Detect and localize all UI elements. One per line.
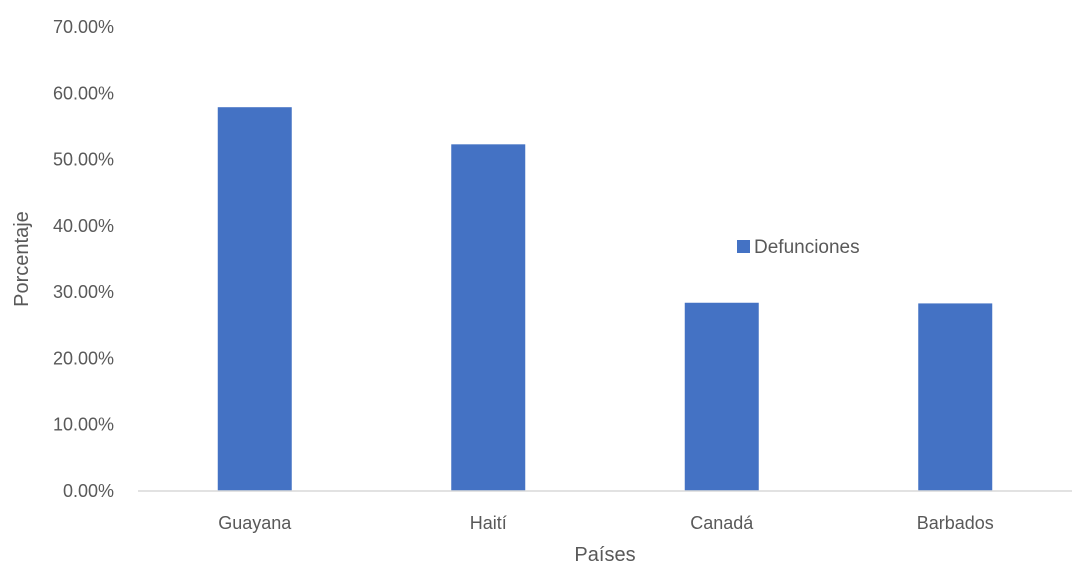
x-axis-title: Países	[574, 544, 635, 566]
bar	[217, 107, 292, 491]
bars	[217, 107, 993, 491]
y-tick-label: 40.00%	[53, 216, 114, 236]
y-axis-title: Porcentaje	[11, 211, 33, 307]
bar	[918, 303, 993, 491]
x-tick-label: Barbados	[917, 513, 994, 533]
y-axis-ticks: 0.00% 10.00% 20.00% 30.00% 40.00% 50.00% 60.00…	[53, 17, 114, 501]
x-tick-label: Canadá	[690, 513, 754, 533]
legend-label: Defunciones	[754, 237, 860, 258]
y-tick-label: 0.00%	[63, 481, 114, 501]
y-tick-label: 10.00%	[53, 415, 114, 435]
legend-swatch	[737, 240, 750, 253]
bar	[451, 144, 526, 491]
legend: Defunciones	[737, 237, 860, 258]
y-tick-label: 70.00%	[53, 17, 114, 37]
y-tick-label: 20.00%	[53, 348, 114, 368]
y-tick-label: 60.00%	[53, 83, 114, 103]
bar	[684, 302, 759, 491]
y-tick-label: 30.00%	[53, 282, 114, 302]
x-tick-label: Haití	[470, 513, 507, 533]
x-axis-ticks: Guayana Haití Canadá Barbados	[218, 513, 994, 533]
x-tick-label: Guayana	[218, 513, 292, 533]
y-tick-label: 50.00%	[53, 150, 114, 170]
